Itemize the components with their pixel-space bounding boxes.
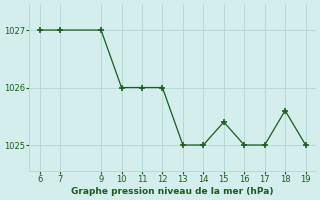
X-axis label: Graphe pression niveau de la mer (hPa): Graphe pression niveau de la mer (hPa) xyxy=(71,187,274,196)
